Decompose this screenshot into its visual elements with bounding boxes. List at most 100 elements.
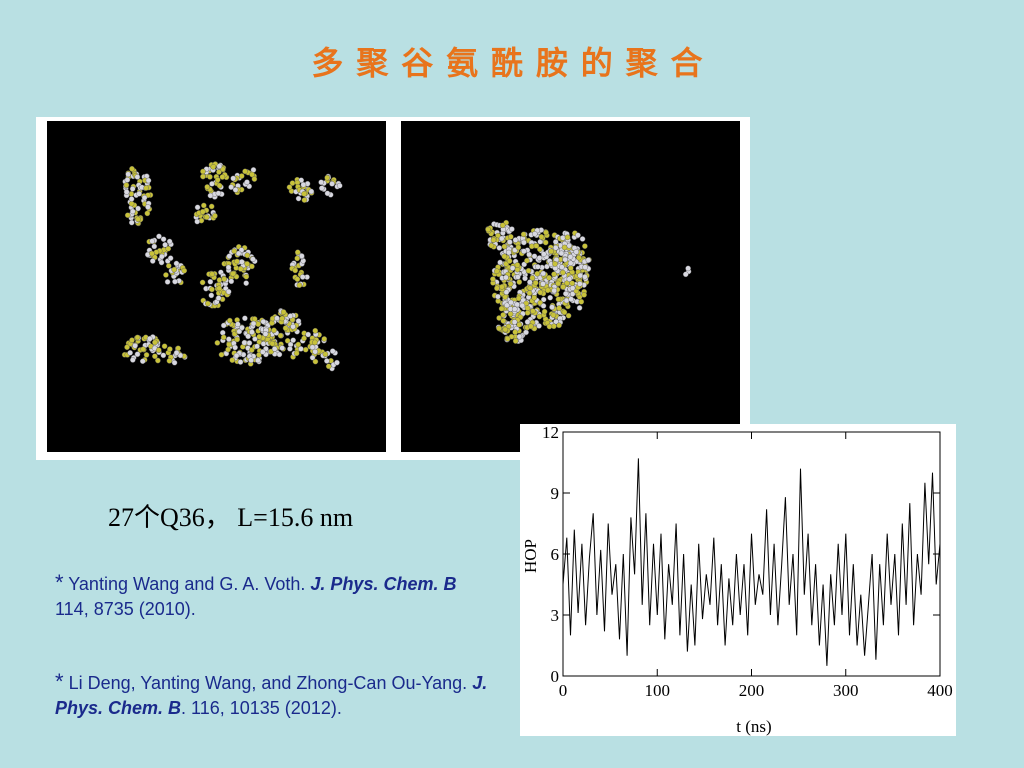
atom: [524, 310, 531, 316]
atom: [216, 163, 223, 170]
atom: [302, 346, 309, 353]
atom: [504, 302, 510, 309]
atom: [231, 248, 238, 254]
atom: [543, 229, 549, 236]
atom: [568, 296, 574, 303]
atom: [284, 337, 291, 344]
atom: [493, 268, 500, 275]
atom: [509, 265, 516, 271]
atom: [561, 244, 568, 251]
atom: [220, 334, 227, 341]
atom: [248, 357, 254, 364]
atom: [496, 245, 503, 251]
y-tick-label: 3: [551, 606, 560, 625]
atom: [173, 260, 180, 267]
atom: [244, 261, 250, 267]
atom: [139, 358, 146, 364]
atom: [242, 168, 248, 175]
atom: [161, 343, 168, 350]
atom: [165, 245, 172, 252]
atom: [547, 294, 553, 301]
atom: [245, 333, 251, 340]
atom: [522, 275, 528, 282]
atom: [485, 226, 491, 233]
atom: [324, 174, 331, 181]
atom: [503, 289, 510, 295]
atom: [129, 337, 135, 343]
x-axis-label: t (ns): [736, 717, 771, 736]
atom: [499, 222, 506, 229]
atom: [551, 287, 558, 294]
atom: [274, 315, 280, 322]
atom: [527, 285, 534, 291]
atom: [295, 318, 302, 324]
atom: [200, 173, 206, 180]
atom: [271, 327, 277, 334]
citation: 114, 8735 (2010).: [55, 599, 196, 619]
atom: [506, 258, 513, 264]
atom: [181, 267, 188, 274]
atom: [567, 265, 574, 271]
atom: [552, 244, 559, 251]
atom: [251, 316, 258, 322]
atom: [577, 281, 583, 287]
atom: [207, 174, 213, 180]
atom: [144, 210, 151, 217]
atom: [156, 233, 162, 240]
atom: [201, 202, 207, 209]
atom: [149, 250, 155, 257]
atom: [207, 192, 214, 199]
atom: [129, 208, 136, 215]
atom: [159, 253, 165, 260]
atom: [232, 187, 239, 193]
atom: [506, 249, 512, 256]
atom: [146, 335, 153, 342]
atom: [132, 342, 138, 349]
atom: [234, 258, 240, 265]
atom: [242, 315, 248, 322]
atom: [540, 296, 547, 303]
atom: [524, 257, 530, 264]
atom: [225, 264, 232, 271]
atom: [172, 278, 178, 285]
atom: [255, 357, 261, 364]
atom: [141, 194, 148, 201]
atom: [499, 284, 505, 290]
atom: [525, 267, 532, 274]
atom: [127, 349, 133, 356]
atom: [214, 340, 221, 346]
atom: [536, 255, 543, 261]
atom: [503, 274, 509, 281]
atom: [287, 313, 294, 319]
atom: [546, 274, 552, 281]
atom: [208, 203, 215, 210]
atom: [212, 213, 218, 219]
atom: [295, 341, 302, 348]
atom: [269, 320, 275, 326]
atom: [531, 231, 538, 237]
atom: [564, 234, 571, 241]
atom: [555, 296, 562, 303]
atom: [124, 212, 131, 218]
atom: [210, 164, 217, 170]
atom: [229, 357, 236, 363]
atom: [296, 282, 303, 288]
atom: [516, 333, 523, 340]
atom: [516, 279, 523, 285]
atom: [301, 197, 308, 203]
atom: [556, 322, 562, 329]
atom: [167, 346, 173, 352]
atom: [566, 276, 573, 282]
atom: [577, 272, 584, 279]
atom: [215, 190, 222, 197]
atom: [163, 272, 169, 278]
atom: [249, 171, 255, 178]
atom: [569, 280, 575, 287]
atom: [512, 237, 519, 243]
bullet: *: [55, 669, 64, 694]
atom: [515, 244, 522, 251]
atom: [209, 286, 215, 293]
atom: [269, 340, 276, 347]
atom: [488, 242, 495, 249]
atom: [158, 259, 165, 266]
